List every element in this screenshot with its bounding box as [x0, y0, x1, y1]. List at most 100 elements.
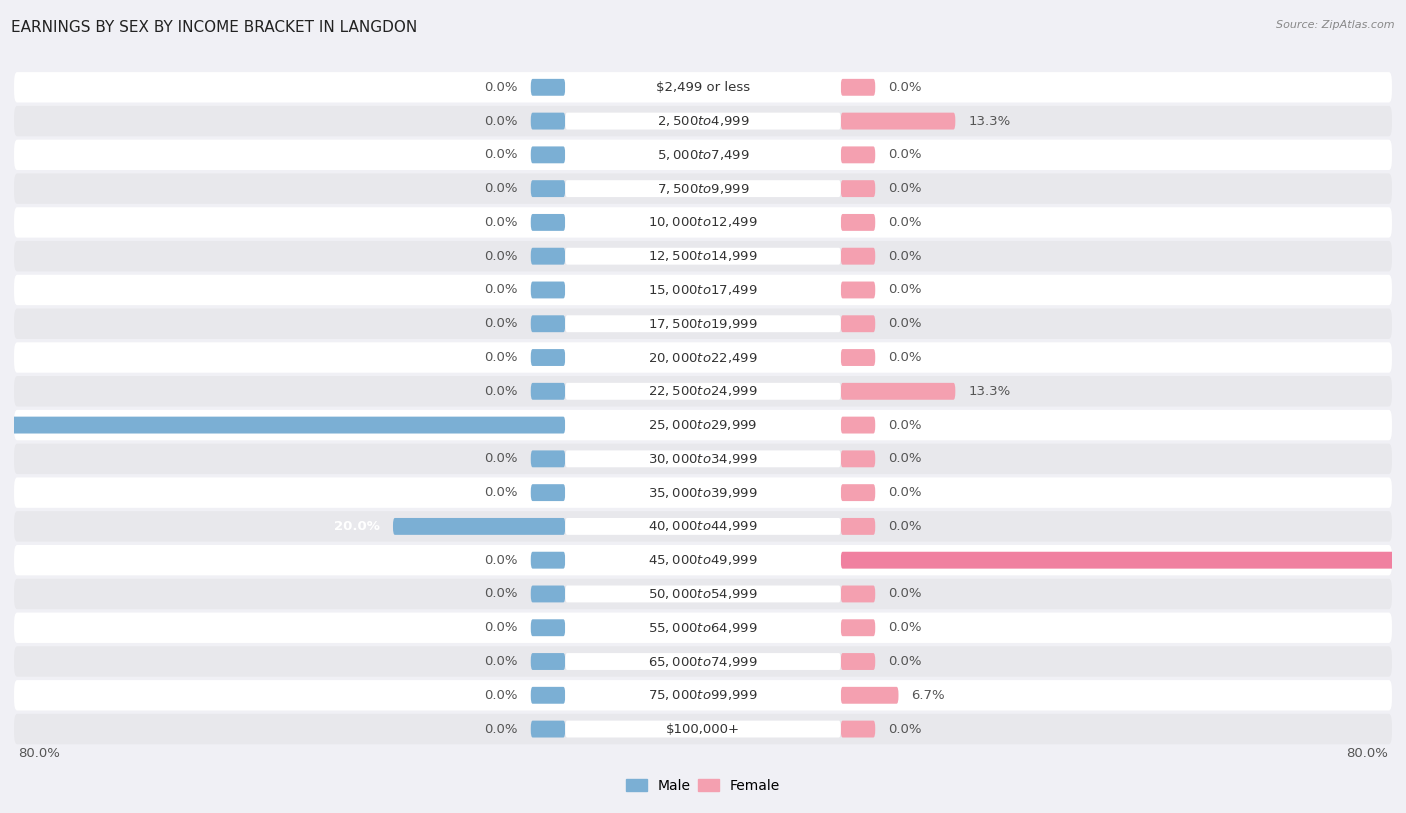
Text: 20.0%: 20.0%	[335, 520, 380, 533]
FancyBboxPatch shape	[565, 653, 841, 670]
Text: 0.0%: 0.0%	[484, 148, 517, 161]
Text: $20,000 to $22,499: $20,000 to $22,499	[648, 350, 758, 364]
Text: 0.0%: 0.0%	[889, 486, 922, 499]
Text: 0.0%: 0.0%	[889, 621, 922, 634]
FancyBboxPatch shape	[565, 383, 841, 400]
FancyBboxPatch shape	[565, 248, 841, 265]
Text: 0.0%: 0.0%	[484, 655, 517, 668]
FancyBboxPatch shape	[841, 485, 875, 501]
Text: 0.0%: 0.0%	[484, 216, 517, 229]
FancyBboxPatch shape	[565, 620, 841, 637]
Text: 0.0%: 0.0%	[889, 419, 922, 432]
FancyBboxPatch shape	[841, 315, 875, 333]
Text: 0.0%: 0.0%	[484, 486, 517, 499]
FancyBboxPatch shape	[565, 518, 841, 535]
Text: $7,500 to $9,999: $7,500 to $9,999	[657, 181, 749, 196]
FancyBboxPatch shape	[531, 485, 565, 501]
FancyBboxPatch shape	[565, 214, 841, 231]
FancyBboxPatch shape	[14, 511, 1392, 541]
Text: EARNINGS BY SEX BY INCOME BRACKET IN LANGDON: EARNINGS BY SEX BY INCOME BRACKET IN LAN…	[11, 20, 418, 35]
FancyBboxPatch shape	[14, 72, 1392, 102]
Text: $10,000 to $12,499: $10,000 to $12,499	[648, 215, 758, 229]
Text: $25,000 to $29,999: $25,000 to $29,999	[648, 418, 758, 432]
Text: $30,000 to $34,999: $30,000 to $34,999	[648, 452, 758, 466]
FancyBboxPatch shape	[14, 714, 1392, 744]
FancyBboxPatch shape	[0, 416, 565, 433]
FancyBboxPatch shape	[14, 545, 1392, 576]
FancyBboxPatch shape	[531, 653, 565, 670]
FancyBboxPatch shape	[14, 309, 1392, 339]
FancyBboxPatch shape	[14, 173, 1392, 204]
FancyBboxPatch shape	[841, 248, 875, 265]
FancyBboxPatch shape	[531, 620, 565, 637]
FancyBboxPatch shape	[14, 612, 1392, 643]
Text: $100,000+: $100,000+	[666, 723, 740, 736]
Text: $15,000 to $17,499: $15,000 to $17,499	[648, 283, 758, 297]
FancyBboxPatch shape	[565, 281, 841, 298]
Text: 6.7%: 6.7%	[911, 689, 945, 702]
FancyBboxPatch shape	[14, 410, 1392, 441]
FancyBboxPatch shape	[531, 720, 565, 737]
FancyBboxPatch shape	[14, 342, 1392, 372]
FancyBboxPatch shape	[14, 477, 1392, 508]
FancyBboxPatch shape	[14, 140, 1392, 170]
FancyBboxPatch shape	[14, 444, 1392, 474]
Text: 0.0%: 0.0%	[484, 115, 517, 128]
FancyBboxPatch shape	[531, 79, 565, 96]
Text: 0.0%: 0.0%	[889, 80, 922, 93]
Text: $2,499 or less: $2,499 or less	[657, 80, 749, 93]
FancyBboxPatch shape	[841, 720, 875, 737]
FancyBboxPatch shape	[841, 349, 875, 366]
Text: 0.0%: 0.0%	[484, 182, 517, 195]
Text: 13.3%: 13.3%	[969, 385, 1011, 398]
FancyBboxPatch shape	[565, 315, 841, 333]
Text: $22,500 to $24,999: $22,500 to $24,999	[648, 385, 758, 398]
Text: $45,000 to $49,999: $45,000 to $49,999	[648, 553, 758, 567]
Text: $50,000 to $54,999: $50,000 to $54,999	[648, 587, 758, 601]
FancyBboxPatch shape	[531, 281, 565, 298]
FancyBboxPatch shape	[531, 248, 565, 265]
Text: 0.0%: 0.0%	[484, 621, 517, 634]
FancyBboxPatch shape	[565, 79, 841, 96]
Text: $40,000 to $44,999: $40,000 to $44,999	[648, 520, 758, 533]
Text: 0.0%: 0.0%	[484, 452, 517, 465]
Text: 0.0%: 0.0%	[484, 385, 517, 398]
Text: $5,000 to $7,499: $5,000 to $7,499	[657, 148, 749, 162]
FancyBboxPatch shape	[841, 214, 875, 231]
Text: 0.0%: 0.0%	[889, 216, 922, 229]
FancyBboxPatch shape	[565, 146, 841, 163]
FancyBboxPatch shape	[565, 720, 841, 737]
FancyBboxPatch shape	[14, 106, 1392, 137]
FancyBboxPatch shape	[565, 450, 841, 467]
Text: 0.0%: 0.0%	[484, 689, 517, 702]
FancyBboxPatch shape	[565, 585, 841, 602]
FancyBboxPatch shape	[841, 585, 875, 602]
Text: 0.0%: 0.0%	[889, 182, 922, 195]
FancyBboxPatch shape	[841, 552, 1406, 568]
FancyBboxPatch shape	[531, 552, 565, 568]
FancyBboxPatch shape	[841, 180, 875, 197]
FancyBboxPatch shape	[565, 485, 841, 501]
Text: $65,000 to $74,999: $65,000 to $74,999	[648, 654, 758, 668]
FancyBboxPatch shape	[531, 349, 565, 366]
FancyBboxPatch shape	[14, 680, 1392, 711]
FancyBboxPatch shape	[841, 383, 955, 400]
Text: $55,000 to $64,999: $55,000 to $64,999	[648, 621, 758, 635]
FancyBboxPatch shape	[565, 687, 841, 704]
FancyBboxPatch shape	[14, 275, 1392, 305]
FancyBboxPatch shape	[841, 146, 875, 163]
FancyBboxPatch shape	[841, 113, 955, 129]
FancyBboxPatch shape	[841, 416, 875, 433]
FancyBboxPatch shape	[14, 207, 1392, 237]
Text: 80.0%: 80.0%	[18, 747, 60, 760]
FancyBboxPatch shape	[841, 653, 875, 670]
Text: 0.0%: 0.0%	[889, 317, 922, 330]
Text: 0.0%: 0.0%	[889, 723, 922, 736]
FancyBboxPatch shape	[841, 518, 875, 535]
Text: 0.0%: 0.0%	[889, 284, 922, 297]
FancyBboxPatch shape	[841, 281, 875, 298]
Text: 80.0%: 80.0%	[1346, 747, 1388, 760]
Text: 0.0%: 0.0%	[889, 452, 922, 465]
Text: Source: ZipAtlas.com: Source: ZipAtlas.com	[1277, 20, 1395, 30]
FancyBboxPatch shape	[841, 450, 875, 467]
